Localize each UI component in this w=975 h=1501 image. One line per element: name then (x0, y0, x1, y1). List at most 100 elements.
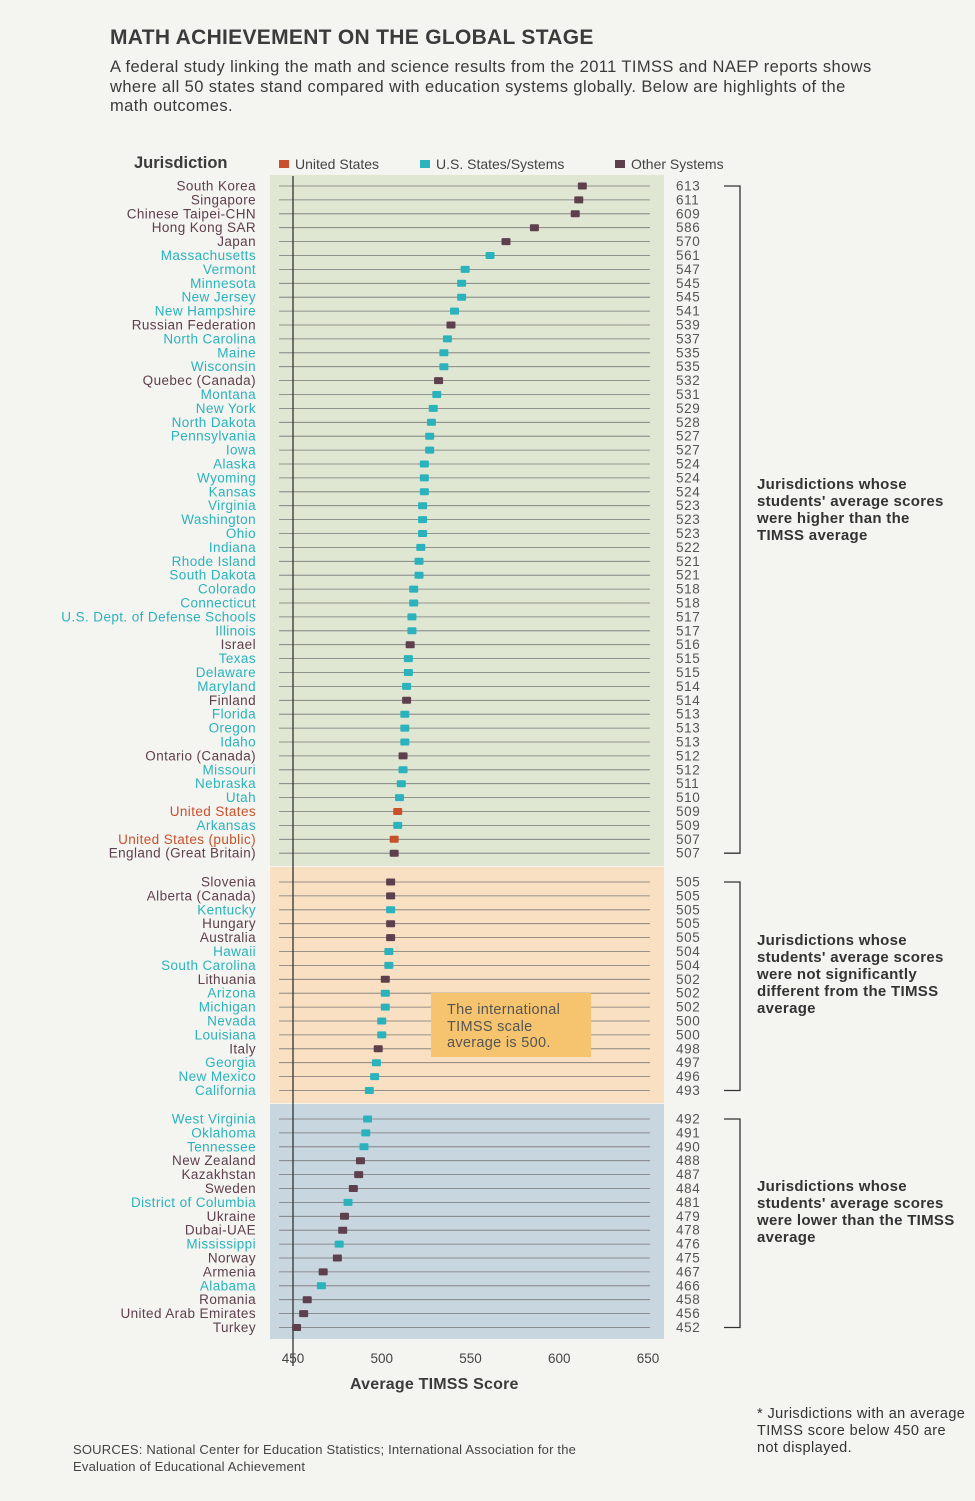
score-marker (371, 1059, 381, 1067)
score-marker (426, 418, 436, 426)
score-marker (361, 1129, 371, 1137)
score-marker (403, 669, 413, 676)
score-marker (302, 1296, 312, 1304)
score-marker (418, 502, 428, 510)
score-marker (405, 641, 415, 649)
score-value: 484 (676, 1181, 700, 1196)
score-marker (339, 1212, 349, 1220)
score-value: 545 (676, 290, 700, 305)
score-marker (386, 934, 396, 942)
score-value: 513 (676, 721, 700, 736)
score-marker (386, 892, 396, 900)
score-value: 512 (676, 762, 700, 777)
score-value: 531 (676, 387, 700, 402)
score-value: 475 (676, 1251, 700, 1266)
score-value: 497 (676, 1055, 700, 1070)
score-marker (363, 1115, 373, 1123)
jurisdiction-label: Minnesota (190, 276, 256, 291)
score-value: 487 (676, 1167, 700, 1182)
score-value: 547 (676, 262, 700, 277)
score-value: 500 (676, 1014, 700, 1029)
jurisdiction-label: Idaho (220, 735, 256, 750)
score-marker (334, 1240, 344, 1248)
group-band (270, 867, 664, 1103)
score-value: 513 (676, 735, 700, 750)
score-value: 586 (676, 220, 700, 235)
legend-item-other-systems: Other Systems (615, 156, 724, 172)
jurisdiction-label: California (195, 1083, 256, 1098)
score-marker (348, 1185, 358, 1192)
score-value: 524 (676, 470, 700, 485)
score-value: 492 (676, 1112, 700, 1127)
score-value: 513 (676, 707, 700, 722)
score-value: 479 (676, 1209, 700, 1224)
score-marker (389, 849, 399, 857)
score-marker (439, 349, 449, 357)
jurisdiction-label: Nevada (207, 1014, 256, 1029)
jurisdiction-label: Alaska (213, 457, 256, 472)
jurisdiction-label: Texas (219, 651, 256, 666)
score-marker (386, 878, 396, 886)
group-label-higher: Jurisdictions whose students' average sc… (757, 476, 944, 544)
score-value: 488 (676, 1153, 700, 1168)
score-marker (407, 627, 417, 635)
score-value: 478 (676, 1223, 700, 1238)
jurisdiction-label: Italy (229, 1041, 256, 1056)
jurisdiction-label: Connecticut (180, 596, 256, 611)
chart-title: MATH ACHIEVEMENT ON THE GLOBAL STAGE (110, 26, 594, 49)
score-value: 545 (676, 276, 700, 291)
score-marker (393, 808, 403, 815)
score-value: 561 (676, 248, 700, 263)
jurisdiction-label: South Carolina (161, 958, 256, 973)
jurisdiction-label: New Mexico (178, 1069, 256, 1084)
score-value: 509 (676, 818, 700, 833)
score-marker (414, 557, 424, 565)
score-marker (400, 710, 410, 718)
jurisdiction-label: Norway (208, 1251, 256, 1266)
score-marker (419, 488, 429, 496)
jurisdiction-label: District of Columbia (131, 1195, 256, 1210)
score-marker (402, 682, 412, 690)
score-marker (416, 543, 426, 551)
group-band (270, 175, 664, 866)
score-value: 528 (676, 415, 700, 430)
jurisdiction-label: New Hampshire (155, 304, 256, 319)
sources-note: SOURCES: National Center for Education S… (73, 1442, 577, 1474)
score-value: 490 (676, 1139, 700, 1154)
jurisdiction-label: South Korea (177, 179, 257, 194)
jurisdiction-label: Oklahoma (191, 1125, 256, 1140)
jurisdiction-label: Finland (209, 693, 256, 708)
score-marker (292, 1324, 302, 1331)
score-value: 507 (676, 832, 700, 847)
score-value: 535 (676, 359, 700, 374)
legend-swatch (420, 160, 430, 168)
group-bracket (724, 1118, 741, 1329)
score-marker (386, 906, 396, 914)
jurisdiction-label: Israel (221, 637, 256, 652)
score-marker (354, 1171, 364, 1179)
score-value: 535 (676, 345, 700, 360)
jurisdiction-label: New York (196, 401, 256, 416)
score-value: 609 (676, 206, 700, 221)
score-marker (425, 432, 435, 440)
jurisdiction-label: Dubai-UAE (185, 1223, 256, 1238)
score-marker (396, 780, 406, 788)
score-value: 523 (676, 498, 700, 513)
score-value: 504 (676, 958, 700, 973)
jurisdiction-label: Arkansas (197, 818, 256, 833)
score-value: 505 (676, 902, 700, 917)
score-value: 467 (676, 1264, 700, 1279)
score-marker (398, 766, 408, 774)
jurisdiction-label: Kentucky (197, 902, 256, 917)
score-value: 500 (676, 1027, 700, 1042)
jurisdiction-label: Hong Kong SAR (152, 220, 256, 235)
jurisdiction-label: Wisconsin (191, 359, 256, 374)
jurisdiction-label: Ohio (226, 526, 256, 541)
jurisdiction-label: Lithuania (198, 972, 256, 987)
jurisdiction-label: Ontario (Canada) (145, 748, 256, 763)
jurisdiction-label: Louisiana (195, 1027, 256, 1042)
jurisdiction-label: Hungary (202, 916, 256, 931)
score-value: 512 (676, 748, 700, 763)
score-marker (403, 655, 413, 663)
